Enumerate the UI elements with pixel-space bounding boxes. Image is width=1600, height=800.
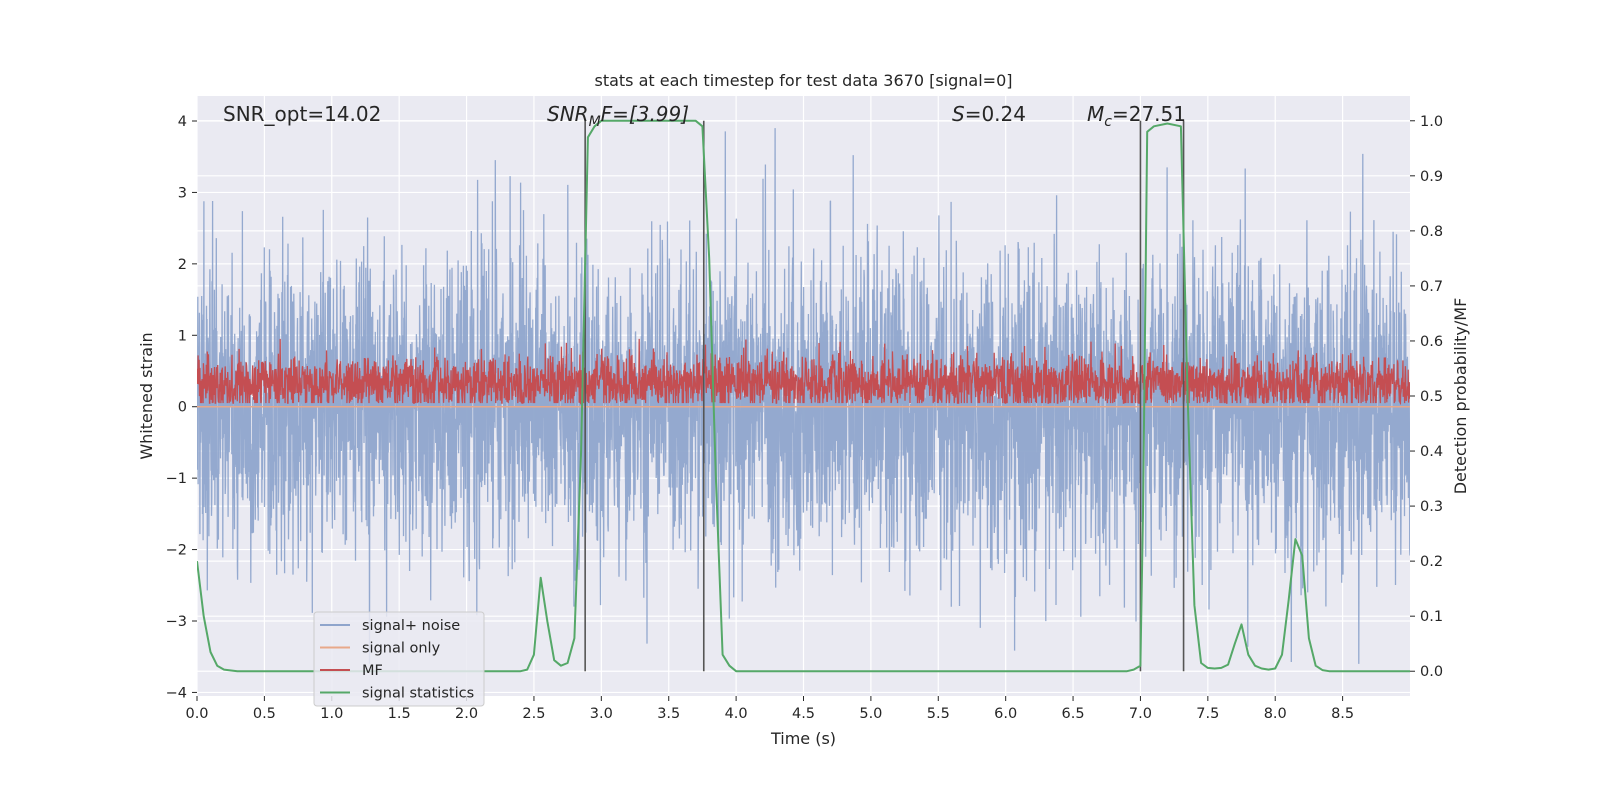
y2-tick-label: 0.3 xyxy=(1420,499,1443,515)
x-tick-label: 6.0 xyxy=(994,706,1017,722)
y2-tick-label: 0.7 xyxy=(1420,279,1443,295)
y2-axis-label: Detection probability/MF xyxy=(1451,298,1470,495)
legend: signal+ noise signal only MF signal statist… xyxy=(313,611,485,707)
x-tick-label: 1.5 xyxy=(388,706,411,722)
y-tick-label: 3 xyxy=(178,185,187,201)
series-mf xyxy=(197,338,1410,406)
y-axis-label: Whitened strain xyxy=(137,332,156,459)
vertical-markers xyxy=(584,120,1185,672)
y-tick-label: −1 xyxy=(166,471,187,487)
y-tick-label: 1 xyxy=(178,328,187,344)
y-tick-label: 4 xyxy=(178,114,187,130)
y2-tick-label: 0.1 xyxy=(1420,609,1443,625)
chart-title: stats at each timestep for test data 367… xyxy=(594,71,1012,90)
legend-label: signal+ noise xyxy=(362,618,460,634)
annotation-snr-mf-rest: F=[3.99] xyxy=(601,102,689,126)
y2-tick-label: 0.8 xyxy=(1420,224,1443,240)
x-tick-label: 2.5 xyxy=(522,706,545,722)
legend-label: signal statistics xyxy=(362,686,474,702)
y-tick-label: −3 xyxy=(166,614,187,630)
y2-tick-label: 0.0 xyxy=(1420,664,1443,680)
annotation-snr-mf-base: SNR xyxy=(547,102,589,126)
annotation-spin-base: S xyxy=(952,102,965,126)
x-tick-label: 8.5 xyxy=(1331,706,1354,722)
x-tick-label: 6.5 xyxy=(1062,706,1085,722)
y2-tick-label: 0.2 xyxy=(1420,554,1443,570)
y-tick-label: 0 xyxy=(178,400,187,416)
legend-box xyxy=(313,611,485,707)
annotation-spin: S=0.24 xyxy=(952,102,1026,126)
y2-tick-label: 0.9 xyxy=(1420,169,1443,185)
mf-line xyxy=(197,338,1410,406)
plot-content xyxy=(197,119,1410,673)
y2-tick-label: 1.0 xyxy=(1420,114,1443,130)
x-tick-label: 3.0 xyxy=(590,706,613,722)
x-tick-label: 4.5 xyxy=(792,706,815,722)
legend-label: signal only xyxy=(362,641,441,657)
annotation-snr-mf: SNRMF=[3.99] xyxy=(547,102,689,130)
annotation-chirp-mass: Mc=27.51 xyxy=(1087,102,1186,130)
x-tick-label: 1.0 xyxy=(320,706,343,722)
x-tick-label: 8.0 xyxy=(1264,706,1287,722)
x-tick-label: 0.5 xyxy=(253,706,276,722)
series-signal-statistics xyxy=(197,119,1410,673)
y2-tick-label: 0.4 xyxy=(1420,444,1443,460)
annotation-snr-mf-sub: M xyxy=(589,114,601,130)
y-axis-ticks: 4 3 2 1 0 −1 −2 −3 −4 xyxy=(166,114,197,701)
x-tick-label: 3.5 xyxy=(657,706,680,722)
x-tick-label: 4.0 xyxy=(725,706,748,722)
annotation-chirp-mass-sub: c xyxy=(1104,114,1112,130)
x-axis-ticks: 0.0 0.5 1.0 1.5 2.0 2.5 3.0 3.5 4.0 4.5 5.0 5.5 6.0 6… xyxy=(185,696,1354,722)
y2-axis-ticks: 1.0 0.9 0.8 0.7 0.6 0.5 0.4 0.3 0.2 0.1 0.0 xyxy=(1410,114,1443,680)
y-tick-label: 2 xyxy=(178,257,187,273)
y-tick-label: −4 xyxy=(166,685,187,701)
x-axis-label: Time (s) xyxy=(770,729,836,748)
signal-statistics-line xyxy=(197,119,1410,673)
y2-tick-label: 0.5 xyxy=(1420,389,1443,405)
y-tick-label: −2 xyxy=(166,543,187,559)
x-tick-label: 5.5 xyxy=(927,706,950,722)
x-tick-label: 2.0 xyxy=(455,706,478,722)
legend-label: MF xyxy=(362,663,383,679)
x-tick-label: 7.0 xyxy=(1129,706,1152,722)
annotation-chirp-mass-base: M xyxy=(1087,102,1104,126)
x-tick-label: 0.0 xyxy=(185,706,208,722)
x-tick-label: 7.5 xyxy=(1196,706,1219,722)
y2-tick-label: 0.6 xyxy=(1420,334,1443,350)
annotation-spin-rest: =0.24 xyxy=(965,102,1026,126)
annotation-snr-opt: SNR_opt=14.02 xyxy=(223,102,381,126)
annotation-chirp-mass-rest: =27.51 xyxy=(1112,102,1186,126)
x-tick-label: 5.0 xyxy=(859,706,882,722)
